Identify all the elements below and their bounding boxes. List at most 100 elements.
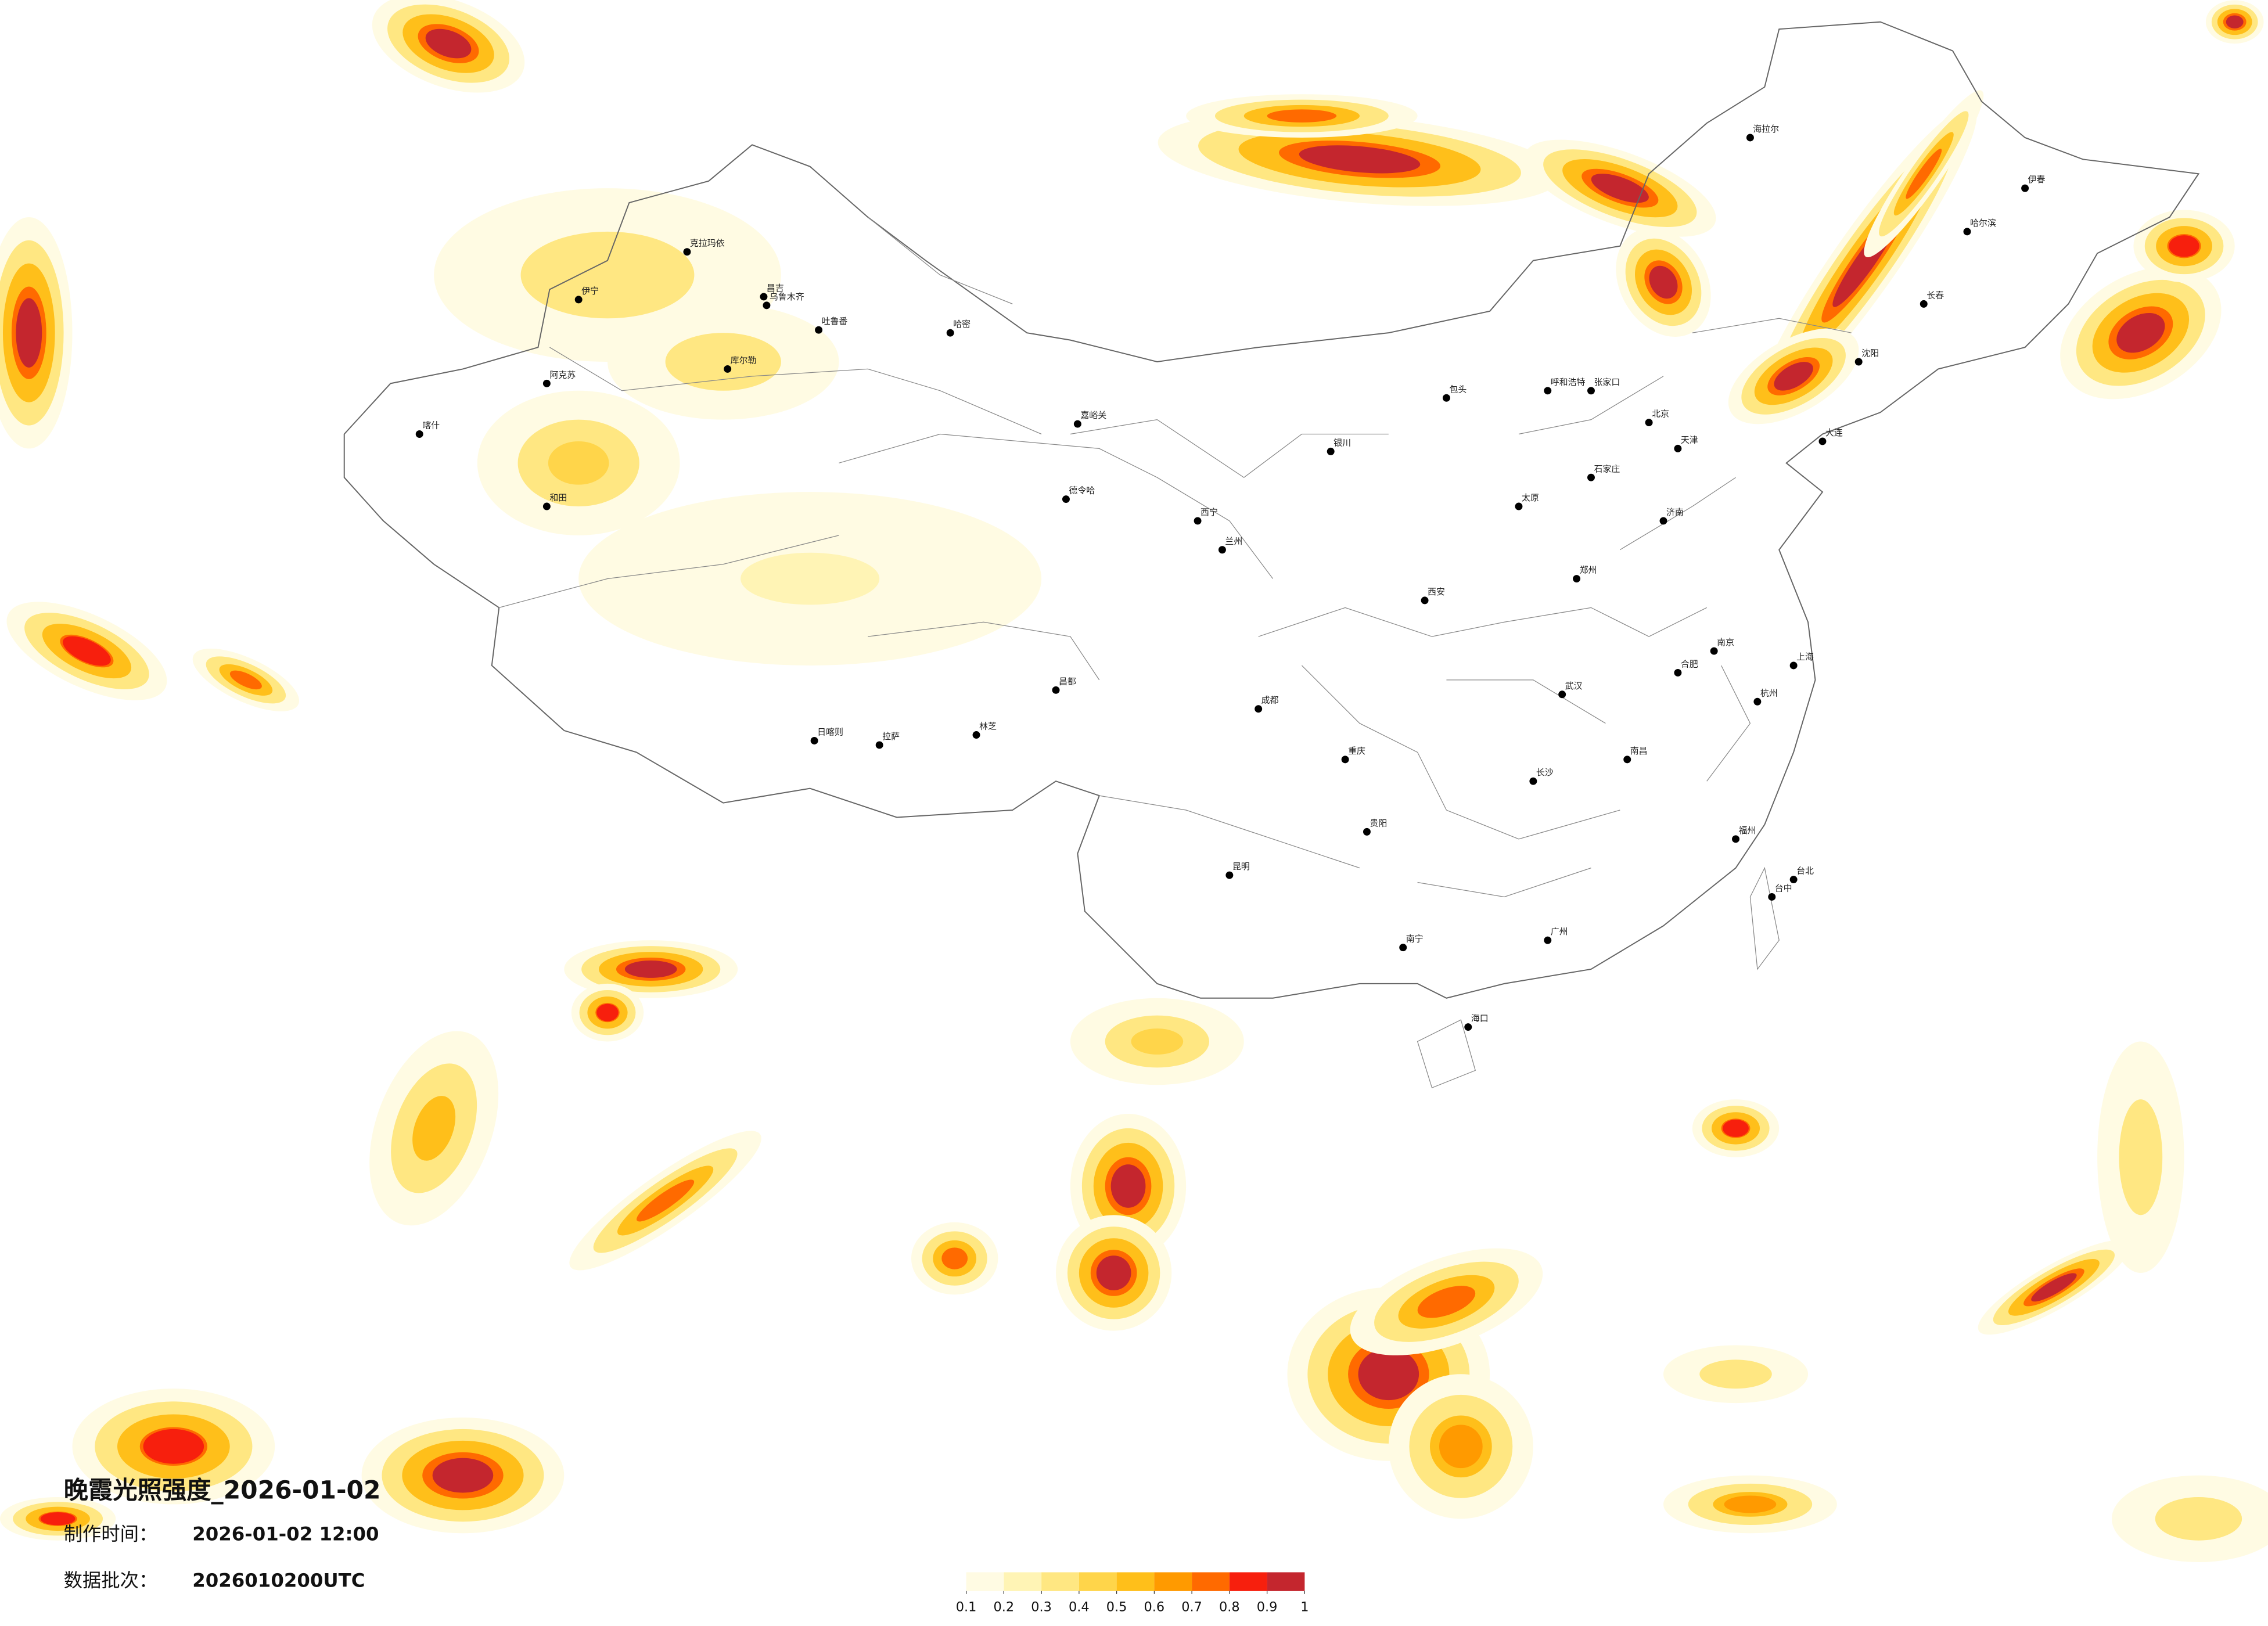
heat-core [1110,1164,1146,1208]
city-dot [1052,686,1060,694]
city-dot [946,329,954,337]
heat-core [1649,265,1678,299]
heat-core [688,344,758,379]
city-dot [1515,502,1523,510]
heat-core [1267,109,1337,123]
city-dot [1920,300,1928,308]
city-dot [1854,358,1863,366]
city-label: 杭州 [1760,688,1778,698]
legend-tick-label: 0.8 [1219,1600,1240,1615]
city-dot [1659,517,1667,525]
batch-label: 数据批次： [64,1569,158,1591]
heat-core [941,1247,968,1269]
city-dot [1645,419,1653,427]
legend-swatch [1116,1572,1155,1591]
city-dot [1818,437,1827,445]
city-dot [875,741,883,749]
made-label: 制作时间： [64,1523,158,1545]
legend-tick-label: 0.1 [956,1600,977,1615]
city-label: 天津 [1681,434,1698,445]
heat-core [741,552,880,605]
city-dot [542,502,551,510]
city-label: 包头 [1449,384,1467,394]
city-label: 贵阳 [1370,818,1387,828]
city-label: 大连 [1825,427,1843,438]
city-label: 昌都 [1059,676,1076,686]
heat-core [1096,1256,1131,1290]
city-dot [1753,697,1762,706]
legend-swatch [1079,1572,1117,1591]
city-dot [1789,876,1798,884]
city-label: 西宁 [1201,507,1218,517]
heat-core [2031,1273,2077,1302]
heat-core [1591,174,1649,203]
heat-core [1358,1348,1419,1401]
legend: 0.1 0.2 0.3 0.4 0.5 0.6 0.7 0.8 0.9 1 [956,1572,1309,1615]
city-label: 兰州 [1225,536,1242,546]
city-label: 乌鲁木齐 [770,292,804,302]
city-dot [1194,517,1202,525]
city-label: 拉萨 [882,731,900,742]
city-label: 喀什 [422,420,440,431]
heat-core [1131,1028,1184,1055]
city-label: 长春 [1926,290,1944,300]
city-label: 台中 [1775,883,1792,893]
heat-core [1774,362,1813,391]
city-label: 海口 [1471,1013,1489,1024]
heat-layer [0,0,2268,1563]
heat-core [637,1179,695,1222]
city-dot [1587,387,1595,395]
legend-swatch [1004,1572,1042,1591]
legend-tick-label: 0.6 [1144,1600,1165,1615]
city-dot [1558,690,1566,699]
legend-tick-label: 0.9 [1257,1600,1278,1615]
city-label: 济南 [1666,507,1684,517]
city-label: 银川 [1334,437,1351,448]
heat-core [1724,1495,1777,1513]
map-title: 晚霞光照强度_2026-01-02 [64,1476,381,1504]
heat-core [548,441,609,485]
city-dot [2021,184,2029,192]
city-label: 重庆 [1348,746,1365,756]
city-label: 沈阳 [1861,348,1879,358]
city-label: 昆明 [1232,861,1250,872]
city-dot [1710,647,1718,655]
city-label: 武汉 [1565,681,1583,691]
legend-swatch [1267,1572,1305,1591]
city-label: 呼和浩特 [1551,377,1586,387]
city-dot [1789,661,1798,670]
city-dot [1341,756,1349,764]
city-label: 广州 [1551,926,1568,937]
city-dot [1218,546,1226,554]
legend-swatch [1192,1572,1230,1591]
legend-swatch [1154,1572,1192,1591]
legend-swatch [1041,1572,1079,1591]
legend-tick-label: 0.5 [1106,1600,1127,1615]
heat-core [143,1429,204,1464]
city-dot [763,301,771,310]
heat-core [1439,1424,1483,1469]
city-label: 长沙 [1536,767,1554,778]
city-dot [1529,777,1537,785]
city-dot [1573,575,1581,583]
city-dot [1363,828,1371,836]
legend-tick-label: 0.3 [1031,1600,1052,1615]
heat-core [1714,1365,1757,1383]
city-label: 嘉峪关 [1080,410,1106,420]
heat-core [1723,1119,1749,1137]
city-dot [1421,596,1429,605]
legend-tick-label: 0.7 [1181,1600,1202,1615]
city-label: 和田 [549,492,567,503]
city-dot [760,293,768,301]
city-label: 南昌 [1630,746,1648,756]
city-label: 哈尔滨 [1970,218,1996,228]
heat-core [2226,15,2244,28]
city-label: 北京 [1652,409,1669,419]
city-dot [724,365,732,373]
city-dot [1963,228,1971,236]
heat-core [414,1099,454,1158]
city-dot [1674,668,1682,677]
city-label: 海拉尔 [1753,124,1779,134]
